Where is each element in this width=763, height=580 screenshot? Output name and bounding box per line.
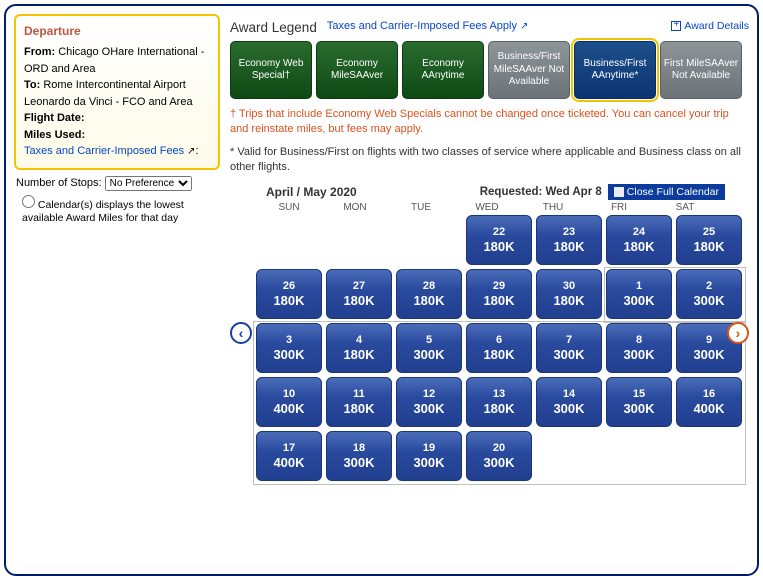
legend-cards: Economy Web Special†Economy MileSAAverEc… [230, 41, 749, 99]
calendar-day[interactable]: 17400K [256, 431, 322, 481]
calendar-day[interactable]: 11180K [326, 377, 392, 427]
dow-label: THU [520, 202, 586, 213]
dow-label: MON [322, 202, 388, 213]
award-details-link[interactable]: Award Details [671, 14, 749, 32]
calendar-grid-icon [614, 187, 624, 197]
calendar-day[interactable]: 13180K [466, 377, 532, 427]
calendar-empty [606, 431, 672, 481]
flight-date-label: Flight Date: [24, 112, 85, 124]
calendar-day[interactable]: 30180K [536, 269, 602, 319]
fees-apply-link[interactable]: Taxes and Carrier-Imposed Fees Apply ↗ [327, 14, 529, 32]
month-label: April / May 2020 [254, 185, 357, 199]
calendar-day[interactable]: 12300K [396, 377, 462, 427]
calendar-day[interactable]: 5300K [396, 323, 462, 373]
calendar-empty [536, 431, 602, 481]
legend-card[interactable]: First MileSAAver Not Available [660, 41, 742, 99]
plus-box-icon [671, 21, 681, 31]
stops-select[interactable]: No Preference [105, 176, 192, 191]
next-arrow[interactable]: › [727, 322, 749, 344]
calendar-empty [396, 215, 462, 265]
business-first-note: * Valid for Business/First on flights wi… [230, 145, 749, 175]
calendar-day[interactable]: 7300K [536, 323, 602, 373]
legend-card[interactable]: Economy Web Special† [230, 41, 312, 99]
requested-label: Requested: Wed Apr 8 [480, 186, 602, 198]
legend-header: Award Legend Taxes and Carrier-Imposed F… [230, 14, 749, 35]
calendar-day[interactable]: 8300K [606, 323, 672, 373]
taxes-fees-link[interactable]: Taxes and Carrier-Imposed Fees [24, 145, 184, 157]
calendar-day[interactable]: 22180K [466, 215, 532, 265]
calendar-note: Calendar(s) displays the lowest availabl… [22, 199, 184, 225]
close-calendar-button[interactable]: Close Full Calendar [608, 184, 725, 200]
to-label: To: [24, 79, 40, 91]
prev-arrow[interactable]: ‹ [230, 322, 252, 344]
dow-label: WED [454, 202, 520, 213]
external-link-icon: ↗ [520, 21, 528, 32]
calendar-day[interactable]: 3300K [256, 323, 322, 373]
departure-heading: Departure [24, 22, 210, 40]
calendar-radio[interactable] [22, 195, 35, 208]
dow-label: FRI [586, 202, 652, 213]
calendar-empty [256, 215, 322, 265]
calendar-empty [676, 431, 742, 481]
calendar-day[interactable]: 6180K [466, 323, 532, 373]
dow-label: TUE [388, 202, 454, 213]
to-value: Rome Intercontinental Airport Leonardo d… [24, 79, 193, 108]
dow-label: SAT [652, 202, 718, 213]
calendar-day[interactable]: 24180K [606, 215, 672, 265]
day-of-week-row: SUNMONTUEWEDTHUFRISAT [256, 202, 725, 213]
departure-box: Departure From: Chicago OHare Internatio… [14, 14, 220, 170]
right-panel: Award Legend Taxes and Carrier-Imposed F… [230, 14, 749, 481]
calendar-note-row: Calendar(s) displays the lowest availabl… [14, 195, 220, 226]
calendar-wrap: April / May 2020 Requested: Wed Apr 8 Cl… [230, 184, 749, 481]
external-link-icon: ↗ [184, 146, 195, 157]
left-panel: Departure From: Chicago OHare Internatio… [14, 14, 220, 226]
from-label: From: [24, 46, 55, 58]
calendar-day[interactable]: 20300K [466, 431, 532, 481]
calendar-day[interactable]: 15300K [606, 377, 672, 427]
calendar-day[interactable]: 27180K [326, 269, 392, 319]
legend-card[interactable]: Business/First AAnytime* [574, 41, 656, 99]
web-special-note: † Trips that include Economy Web Special… [230, 107, 749, 137]
legend-title: Award Legend [230, 14, 317, 35]
calendar-header: April / May 2020 Requested: Wed Apr 8 Cl… [254, 184, 725, 200]
calendar-day[interactable]: 10400K [256, 377, 322, 427]
miles-used-label: Miles Used: [24, 129, 85, 141]
calendar-day[interactable]: 26180K [256, 269, 322, 319]
legend-card[interactable]: Economy AAnytime [402, 41, 484, 99]
booking-panel: Departure From: Chicago OHare Internatio… [4, 4, 759, 576]
calendar-day[interactable]: 28180K [396, 269, 462, 319]
stops-label: Number of Stops: [16, 177, 102, 189]
stops-row: Number of Stops: No Preference [14, 176, 220, 191]
legend-card[interactable]: Economy MileSAAver [316, 41, 398, 99]
legend-card[interactable]: Business/First MileSAAver Not Available [488, 41, 570, 99]
calendar-day[interactable]: 2300K [676, 269, 742, 319]
calendar-day[interactable]: 23180K [536, 215, 602, 265]
calendar-day[interactable]: 4180K [326, 323, 392, 373]
calendar-day[interactable]: 16400K [676, 377, 742, 427]
calendar-day[interactable]: 19300K [396, 431, 462, 481]
calendar-grid: 22180K23180K24180K25180K26180K27180K2818… [256, 215, 725, 481]
calendar-empty [326, 215, 392, 265]
calendar-day[interactable]: 18300K [326, 431, 392, 481]
calendar-day[interactable]: 14300K [536, 377, 602, 427]
dow-label: SUN [256, 202, 322, 213]
calendar-day[interactable]: 29180K [466, 269, 532, 319]
calendar-day[interactable]: 25180K [676, 215, 742, 265]
calendar-day[interactable]: 1300K [606, 269, 672, 319]
